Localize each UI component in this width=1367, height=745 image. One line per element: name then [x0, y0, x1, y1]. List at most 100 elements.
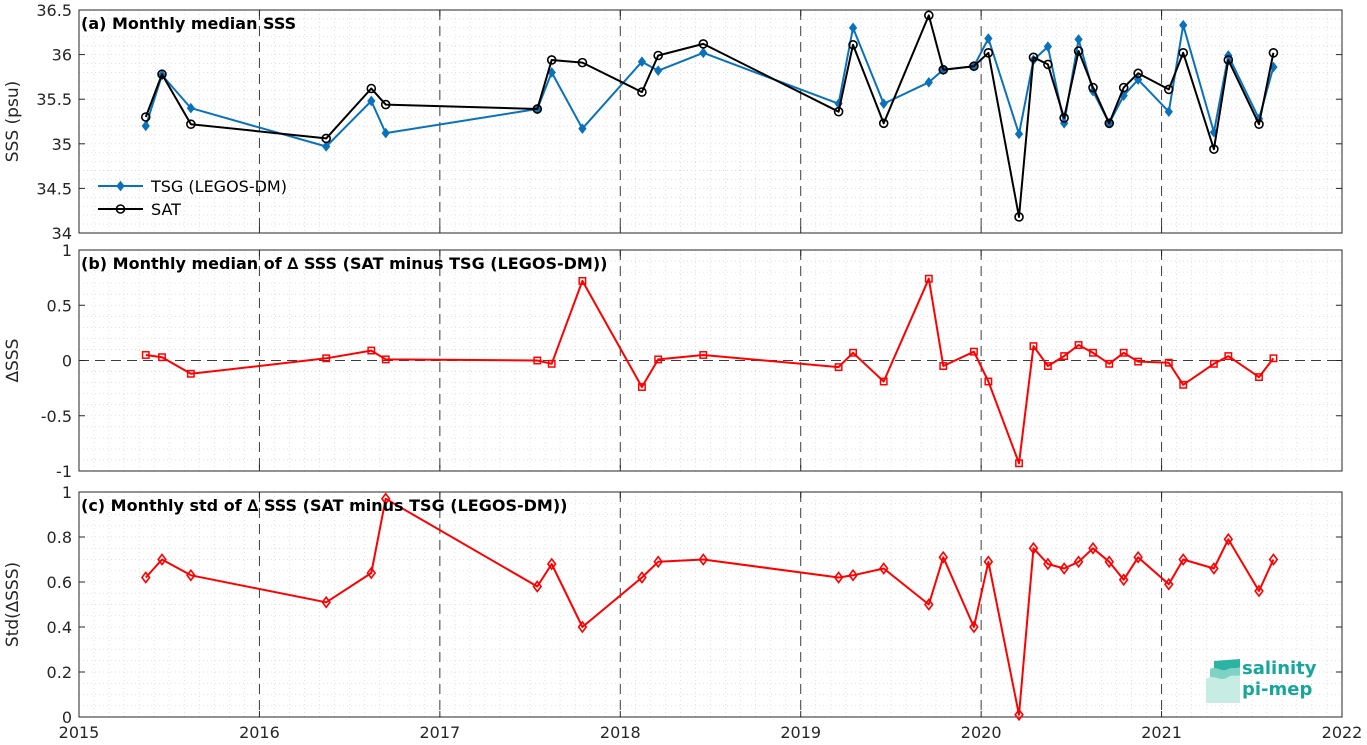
y-tick-label: 36.5 — [36, 1, 72, 20]
legend-marker — [116, 180, 125, 192]
data-point — [380, 492, 391, 506]
data-point — [1133, 550, 1143, 564]
data-point — [834, 363, 843, 372]
data-point — [1104, 118, 1115, 129]
y-tick-label: 0.6 — [47, 573, 72, 592]
data-point — [1223, 532, 1234, 546]
data-point — [938, 550, 949, 564]
series-line — [144, 14, 1275, 218]
data-point — [984, 33, 993, 44]
y-tick-label: 36 — [52, 46, 72, 65]
y-tick-label: 1 — [62, 483, 72, 502]
data-point — [1269, 354, 1278, 363]
data-point — [578, 123, 587, 134]
data-point — [547, 359, 556, 368]
data-point — [1209, 144, 1219, 154]
data-point — [1118, 573, 1129, 587]
data-point — [1029, 342, 1038, 351]
data-point — [1223, 55, 1234, 65]
series-line — [145, 497, 1275, 716]
y-axis-label: ∆SSS — [3, 339, 23, 384]
y-tick-label: 35.5 — [36, 90, 72, 109]
data-point — [141, 120, 150, 132]
data-point — [879, 98, 888, 109]
y-tick-label: -0.5 — [41, 407, 72, 426]
x-tick-label: 2019 — [780, 723, 821, 742]
data-point — [186, 369, 195, 378]
x-tick-label: 2016 — [239, 723, 280, 742]
data-point — [1059, 562, 1069, 575]
data-point — [878, 562, 889, 575]
legend-marker — [115, 204, 126, 214]
data-point — [140, 112, 151, 122]
data-point — [637, 571, 647, 584]
data-point — [879, 377, 888, 386]
logo-line-2: pi-mep — [1242, 679, 1313, 700]
y-tick-label: 34.5 — [36, 179, 72, 198]
data-point — [1164, 358, 1173, 367]
data-point — [157, 553, 167, 566]
data-point — [699, 47, 708, 59]
data-point — [983, 48, 994, 58]
x-tick-label: 2020 — [961, 723, 1002, 742]
data-point — [1043, 41, 1053, 52]
data-point — [381, 127, 390, 139]
y-axis-label: SSS (psu) — [3, 81, 23, 162]
data-point — [654, 65, 663, 76]
y-tick-label: 0.5 — [47, 296, 72, 315]
y-tick-label: 35 — [52, 135, 72, 154]
data-point — [924, 76, 933, 88]
data-point — [1163, 577, 1174, 591]
data-point — [1178, 48, 1189, 58]
panel-title: (a) Monthly median SSS — [81, 14, 296, 33]
data-point — [1104, 555, 1115, 569]
data-point — [546, 557, 557, 571]
data-point — [532, 580, 543, 593]
data-point — [1119, 348, 1128, 357]
data-point — [924, 274, 933, 283]
data-point — [637, 383, 646, 391]
data-point — [1043, 59, 1053, 70]
data-point — [1088, 541, 1098, 555]
y-tick-label: 0.8 — [47, 528, 72, 547]
data-point — [1060, 352, 1069, 361]
data-point — [1074, 34, 1083, 45]
y-axis-label: Std(∆SSS) — [3, 562, 23, 647]
data-point — [1073, 555, 1084, 569]
data-point — [1043, 557, 1053, 571]
panel-title: (b) Monthly median of ∆ SSS (SAT minus T… — [81, 254, 607, 273]
data-point — [158, 353, 166, 362]
data-point — [186, 102, 195, 114]
x-tick-label: 2022 — [1322, 723, 1363, 742]
data-point — [140, 571, 151, 584]
data-point — [1254, 119, 1264, 129]
data-point — [637, 87, 647, 97]
data-point — [1073, 46, 1084, 56]
panel-title: (c) Monthly std of ∆ SSS (SAT minus TSG … — [81, 496, 567, 515]
axes-box — [78, 491, 1343, 718]
data-point — [938, 64, 949, 75]
data-point — [381, 355, 390, 364]
data-point — [1118, 82, 1129, 93]
data-point — [969, 61, 979, 71]
data-point — [380, 99, 391, 110]
data-point — [1254, 584, 1264, 598]
data-point — [1074, 341, 1083, 349]
data-point — [322, 354, 331, 363]
data-point — [1179, 380, 1188, 389]
y-tick-label: 0.4 — [47, 618, 72, 637]
data-point — [1015, 459, 1023, 468]
data-point — [878, 118, 889, 129]
salinity-pi-mep-logo: salinity pi-mep — [1206, 657, 1336, 703]
data-point — [698, 39, 709, 49]
x-tick-label: 2015 — [59, 723, 100, 742]
legend-label: TSG (LEGOS-DM) — [150, 177, 287, 196]
data-point — [321, 595, 331, 609]
data-point — [924, 10, 934, 21]
data-point — [366, 83, 377, 94]
data-point — [1105, 359, 1114, 368]
data-point — [1255, 373, 1263, 382]
data-point — [833, 571, 844, 584]
data-point — [186, 568, 196, 582]
data-point — [1014, 708, 1024, 722]
